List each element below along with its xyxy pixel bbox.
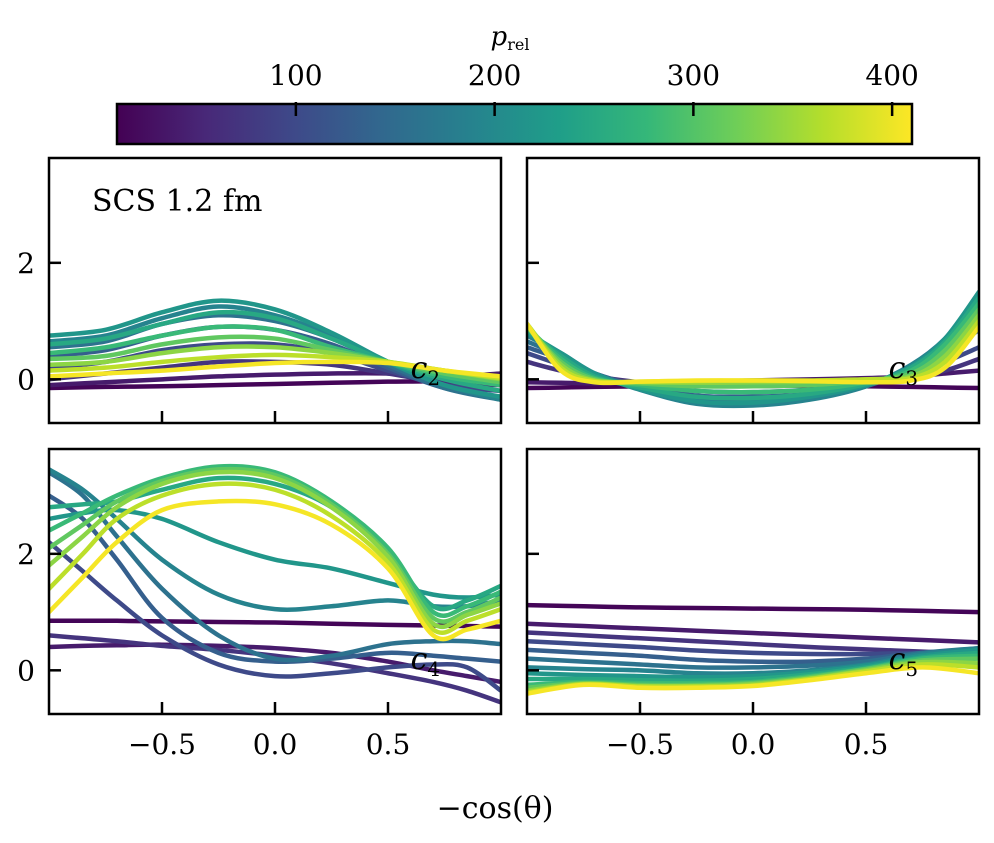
y-tick-label: 2 bbox=[17, 247, 35, 280]
colorbar-ticks: 100 200 300 400 bbox=[269, 59, 919, 116]
series-line bbox=[49, 466, 501, 624]
series-line bbox=[49, 475, 501, 612]
coefficient-label-sub: 3 bbox=[905, 366, 918, 390]
series-line bbox=[527, 321, 979, 386]
series-line bbox=[49, 539, 501, 693]
y-tick-label: 0 bbox=[17, 654, 35, 687]
colorbar-tick-label: 200 bbox=[468, 59, 521, 92]
series-line bbox=[49, 642, 501, 685]
series-line bbox=[49, 633, 501, 705]
colorbar-bar bbox=[115, 102, 914, 146]
coefficient-label-main: c bbox=[411, 642, 428, 677]
series-lines bbox=[527, 602, 979, 696]
panel-c5: −0.5 0.0 0.5 c5 bbox=[525, 447, 981, 761]
y-tick-label: 0 bbox=[17, 363, 35, 396]
series-line bbox=[49, 298, 501, 400]
colorbar-tick-label: 400 bbox=[865, 59, 918, 92]
series-line bbox=[49, 481, 501, 635]
series-line bbox=[49, 359, 501, 379]
series-lines bbox=[527, 289, 979, 409]
x-tick-label: −0.5 bbox=[128, 728, 196, 761]
annotation-scs: SCS 1.2 fm bbox=[92, 184, 262, 219]
coefficient-label-sub: 4 bbox=[427, 657, 440, 681]
panel-c4: −0.5 0.0 0.5 0 2 c4 bbox=[17, 447, 503, 761]
series-line bbox=[527, 621, 979, 645]
coefficient-label-sub: 5 bbox=[905, 657, 918, 681]
series-line bbox=[527, 665, 979, 696]
colorbar-label-sub: rel bbox=[507, 35, 529, 54]
colorbar-tick-label: 300 bbox=[667, 59, 720, 92]
coefficient-label-main: c bbox=[889, 351, 906, 386]
colorbar-label-main: p bbox=[491, 22, 508, 52]
coefficient-label-main: c bbox=[889, 642, 906, 677]
x-tick-label: 0.0 bbox=[253, 728, 298, 761]
coefficient-label: c3 bbox=[889, 351, 919, 390]
coefficient-label: c2 bbox=[411, 351, 441, 390]
coefficient-label-sub: 2 bbox=[427, 366, 440, 390]
coefficient-label-main: c bbox=[411, 351, 428, 386]
y-tick-label: 2 bbox=[17, 538, 35, 571]
colorbar: prel 100 200 300 400 bbox=[115, 22, 919, 146]
series-lines bbox=[49, 463, 501, 705]
x-tick-label: 0.0 bbox=[731, 728, 776, 761]
series-line bbox=[49, 469, 501, 630]
x-tick-label: 0.5 bbox=[366, 728, 411, 761]
series-line bbox=[49, 463, 501, 618]
x-axis-label: −cos(θ) bbox=[437, 791, 554, 826]
series-lines bbox=[49, 298, 501, 402]
series-line bbox=[49, 498, 501, 642]
coefficient-label: c4 bbox=[411, 642, 441, 681]
series-line bbox=[527, 602, 979, 615]
series-line bbox=[49, 507, 501, 600]
colorbar-label: prel bbox=[491, 22, 530, 54]
colorbar-tick-label: 100 bbox=[269, 59, 322, 92]
panel-c3: c3 bbox=[525, 156, 981, 425]
coefficient-label: c5 bbox=[889, 642, 919, 681]
x-tick-label: −0.5 bbox=[606, 728, 674, 761]
x-tick-label: 0.5 bbox=[844, 728, 889, 761]
